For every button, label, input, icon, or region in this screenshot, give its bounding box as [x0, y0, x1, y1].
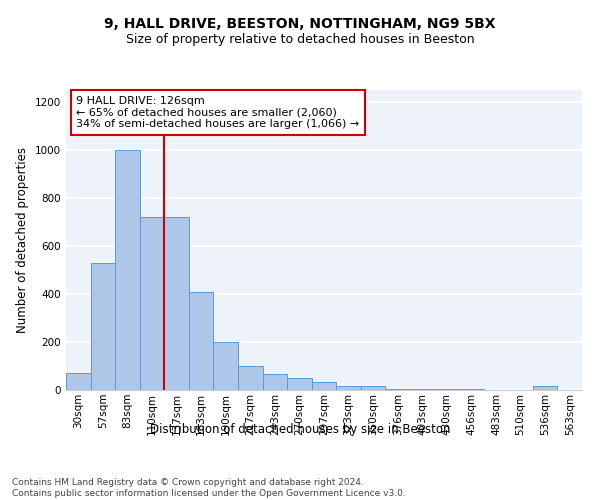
Bar [189, 292, 214, 390]
Bar [140, 217, 164, 390]
Bar [66, 373, 91, 390]
Text: Distribution of detached houses by size in Beeston: Distribution of detached houses by size … [150, 422, 450, 436]
Bar [533, 386, 557, 390]
Bar [115, 150, 140, 390]
Bar [164, 217, 189, 390]
Bar [459, 389, 484, 390]
Bar [91, 263, 115, 390]
Text: 9 HALL DRIVE: 126sqm
← 65% of detached houses are smaller (2,060)
34% of semi-de: 9 HALL DRIVE: 126sqm ← 65% of detached h… [76, 96, 359, 129]
Bar [214, 342, 238, 390]
Bar [312, 382, 336, 390]
Bar [336, 386, 361, 390]
Text: Size of property relative to detached houses in Beeston: Size of property relative to detached ho… [125, 32, 475, 46]
Bar [385, 389, 410, 390]
Bar [410, 389, 434, 390]
Bar [263, 374, 287, 390]
Bar [287, 378, 312, 390]
Text: 9, HALL DRIVE, BEESTON, NOTTINGHAM, NG9 5BX: 9, HALL DRIVE, BEESTON, NOTTINGHAM, NG9 … [104, 18, 496, 32]
Bar [361, 386, 385, 390]
Bar [238, 366, 263, 390]
Text: Contains HM Land Registry data © Crown copyright and database right 2024.
Contai: Contains HM Land Registry data © Crown c… [12, 478, 406, 498]
Y-axis label: Number of detached properties: Number of detached properties [16, 147, 29, 333]
Bar [434, 389, 459, 390]
